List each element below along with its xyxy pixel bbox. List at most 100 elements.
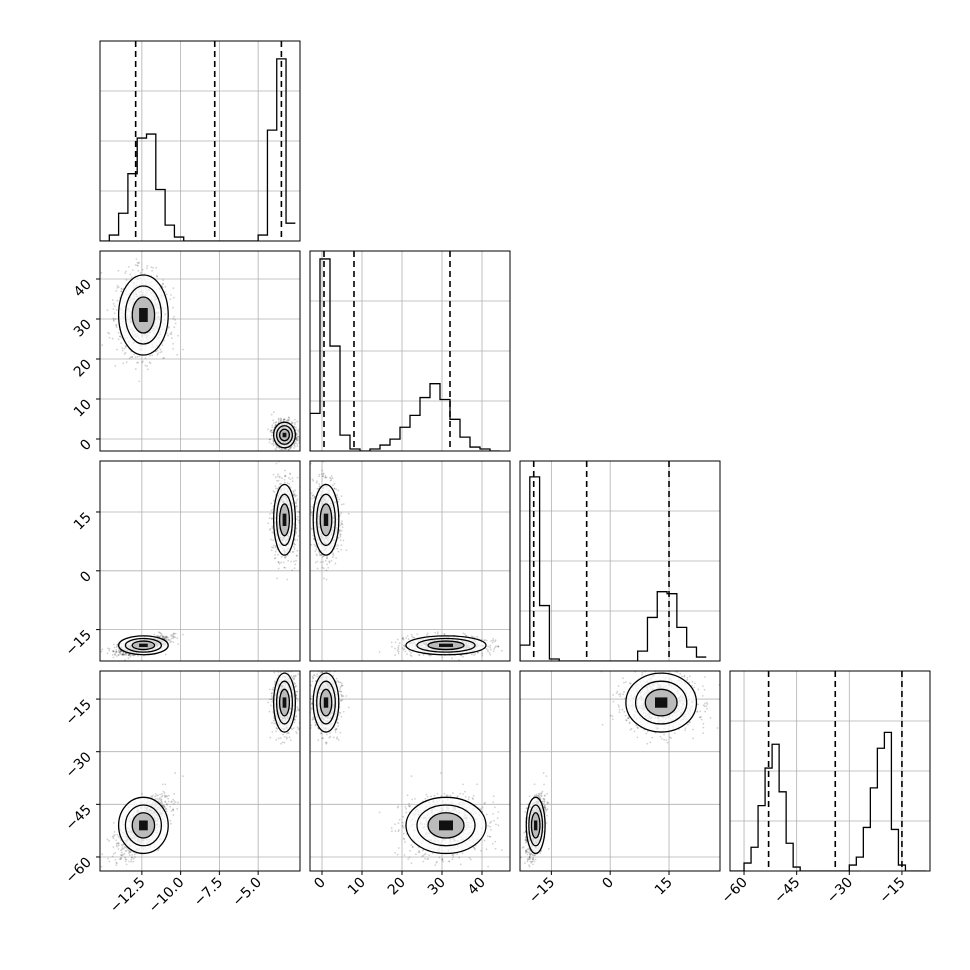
panel-0-0: [99, 40, 301, 242]
sample-point: [295, 441, 297, 443]
sample-point: [277, 561, 280, 564]
sample-point: [137, 361, 139, 364]
sample-point: [293, 543, 296, 546]
sample-point: [160, 633, 163, 635]
sample-point: [162, 282, 165, 285]
sample-point: [276, 452, 278, 454]
sample-point: [296, 439, 299, 442]
sample-point: [295, 505, 297, 508]
sample-point: [134, 264, 137, 266]
sample-point: [462, 655, 464, 658]
sample-point: [125, 270, 127, 273]
sample-point: [158, 631, 161, 634]
sample-point: [162, 635, 165, 638]
sample-point: [165, 637, 168, 639]
sample-point: [174, 632, 177, 635]
sample-point: [123, 347, 126, 350]
sample-point: [115, 348, 118, 351]
sample-point: [277, 567, 280, 570]
sample-point: [173, 635, 176, 638]
sample-point: [136, 264, 139, 267]
sample-point: [270, 549, 273, 552]
sample-point: [114, 654, 117, 656]
sample-point: [115, 650, 118, 653]
sample-point: [272, 546, 275, 549]
histogram-step: [310, 258, 500, 451]
sample-point: [152, 266, 154, 269]
sample-point: [291, 421, 294, 424]
sample-point: [294, 495, 297, 498]
sample-point: [276, 487, 279, 490]
sample-point: [160, 634, 163, 637]
density-peak: [139, 308, 148, 322]
sample-point: [267, 428, 270, 431]
sample-point: [108, 332, 111, 335]
sample-point: [271, 451, 273, 453]
sample-point: [120, 342, 123, 345]
sample-point: [127, 654, 130, 657]
sample-point: [120, 287, 123, 290]
sample-point: [146, 265, 149, 267]
sample-point: [138, 355, 141, 357]
sample-point: [294, 445, 296, 448]
sample-point: [284, 566, 287, 569]
sample-point: [119, 653, 122, 656]
sample-point: [287, 448, 290, 451]
sample-point: [124, 351, 127, 354]
sample-point: [142, 360, 144, 363]
sample-point: [163, 637, 166, 640]
sample-point: [495, 645, 497, 648]
sample-point: [117, 286, 120, 288]
sample-point: [269, 438, 271, 441]
sample-point: [295, 437, 298, 440]
sample-point: [289, 472, 291, 475]
sample-point: [128, 654, 130, 657]
sample-point: [164, 285, 167, 288]
sample-point: [293, 493, 295, 496]
sample-point: [125, 361, 128, 364]
sample-point: [271, 424, 274, 427]
sample-point: [297, 435, 300, 438]
sample-point: [276, 446, 278, 449]
sample-point: [115, 648, 118, 651]
sample-point: [162, 635, 164, 638]
sample-point: [276, 577, 279, 580]
sample-point: [270, 413, 273, 416]
sample-point: [145, 267, 148, 270]
sample-point: [112, 656, 115, 659]
sample-point: [295, 436, 298, 438]
sample-point: [287, 419, 290, 422]
sample-point: [269, 429, 272, 432]
sample-point: [268, 438, 271, 441]
sample-point: [173, 632, 176, 635]
sample-point: [278, 562, 281, 565]
sample-point: [172, 317, 175, 320]
sample-point: [132, 654, 135, 657]
sample-point: [166, 638, 168, 641]
sample-point: [271, 527, 274, 529]
sample-point: [172, 633, 174, 636]
sample-point: [289, 473, 292, 475]
sample-point: [271, 517, 273, 520]
sample-point: [272, 419, 275, 422]
sample-point: [284, 456, 286, 458]
sample-point: [283, 418, 285, 421]
sample-point: [284, 557, 287, 559]
sample-point: [278, 483, 281, 485]
sample-point: [494, 640, 496, 643]
panel-2-1: [309, 460, 511, 662]
sample-point: [295, 437, 298, 439]
sample-point: [112, 302, 115, 305]
sample-point: [132, 654, 135, 657]
sample-point: [296, 554, 298, 557]
sample-point: [296, 505, 298, 508]
sample-point: [288, 418, 291, 421]
sample-point: [153, 633, 156, 636]
sample-point: [463, 633, 466, 635]
sample-point: [402, 636, 405, 639]
sample-point: [274, 421, 277, 424]
sample-point: [275, 421, 278, 424]
sample-point: [293, 443, 296, 446]
sample-point: [272, 473, 275, 476]
sample-point: [284, 418, 286, 421]
